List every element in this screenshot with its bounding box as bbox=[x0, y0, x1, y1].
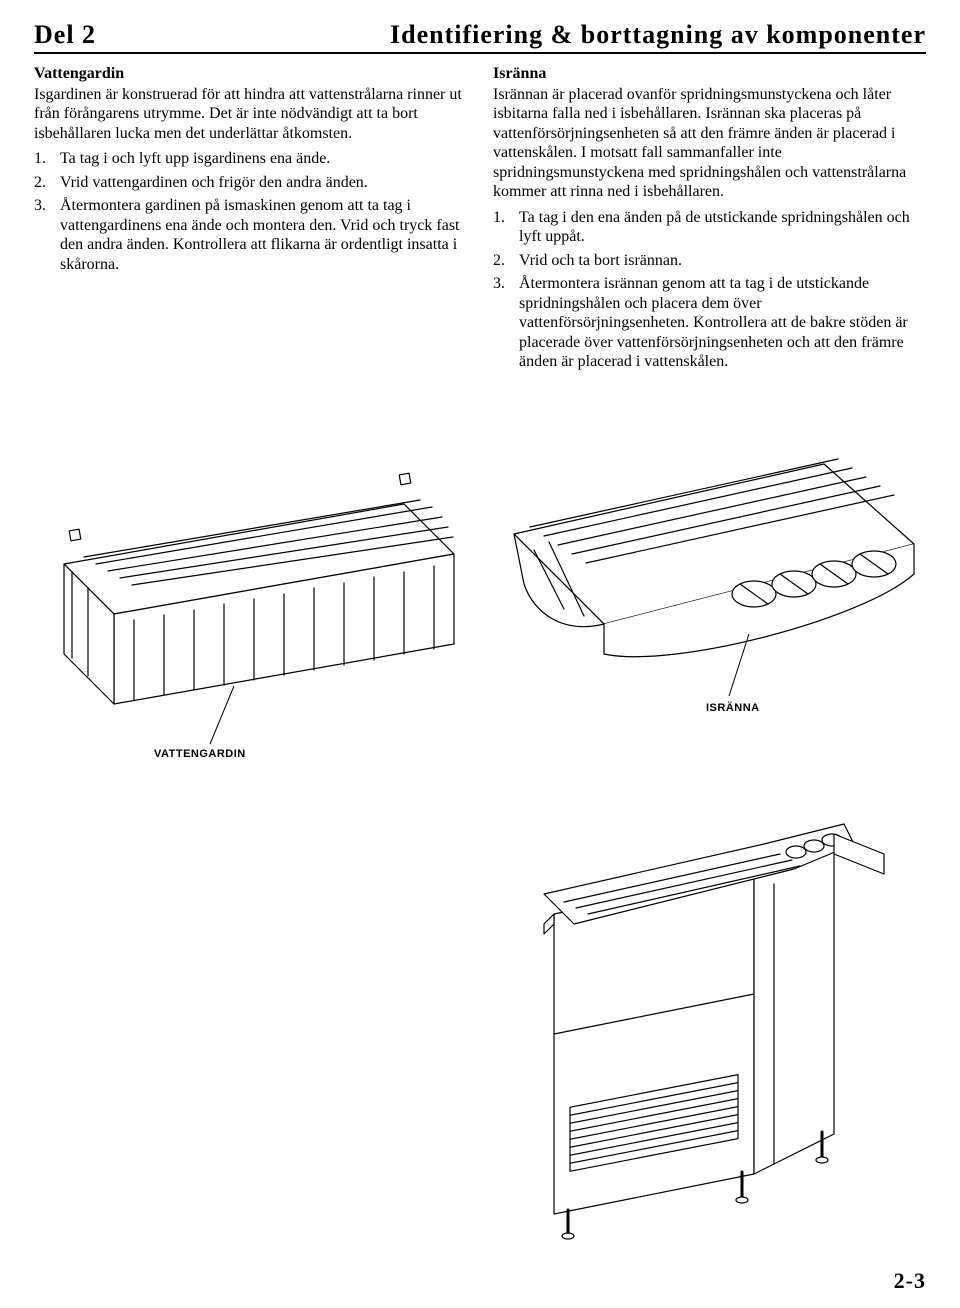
vattengardin-illustration bbox=[34, 444, 474, 754]
figures-area: VATTENGARDIN bbox=[34, 414, 926, 1244]
left-section-intro: Isgardinen är konstruerad för att hindra… bbox=[34, 85, 467, 144]
right-section-intro: Isrännan är placerad ovanför spridningsm… bbox=[493, 85, 926, 202]
page-header: Del 2 Identifiering & borttagning av kom… bbox=[34, 20, 926, 54]
figure-isranna-label: ISRÄNNA bbox=[706, 702, 924, 714]
right-step-3: Återmontera isrännan genom att ta tag i … bbox=[493, 274, 926, 372]
page-number: 2-3 bbox=[894, 1268, 926, 1294]
page: Del 2 Identifiering & borttagning av kom… bbox=[0, 0, 960, 1308]
figure-isranna-top: ISRÄNNA bbox=[494, 424, 924, 714]
left-section-title: Vattengardin bbox=[34, 64, 467, 84]
figure-vattengardin: VATTENGARDIN bbox=[34, 444, 474, 760]
left-step-3: Återmontera gardinen på ismaskinen genom… bbox=[34, 196, 467, 274]
isranna-illustration bbox=[494, 424, 924, 724]
content-columns: Vattengardin Isgardinen är konstruerad f… bbox=[34, 64, 926, 376]
left-step-2: Vrid vattengardinen och frigör den andra… bbox=[34, 173, 467, 193]
left-steps-list: Ta tag i och lyft upp isgardinens ena än… bbox=[34, 149, 467, 274]
figure-ice-machine bbox=[484, 774, 904, 1244]
header-section-right: Identifiering & borttagning av komponent… bbox=[390, 20, 926, 50]
right-step-2: Vrid och ta bort isrännan. bbox=[493, 251, 926, 271]
left-step-1: Ta tag i och lyft upp isgardinens ena än… bbox=[34, 149, 467, 169]
header-section-left: Del 2 bbox=[34, 20, 96, 50]
right-step-1: Ta tag i den ena änden på de utstickande… bbox=[493, 208, 926, 247]
ice-machine-illustration bbox=[484, 774, 904, 1244]
left-column: Vattengardin Isgardinen är konstruerad f… bbox=[34, 64, 467, 376]
right-column: Isränna Isrännan är placerad ovanför spr… bbox=[493, 64, 926, 376]
figure-vattengardin-label: VATTENGARDIN bbox=[154, 748, 474, 760]
right-steps-list: Ta tag i den ena änden på de utstickande… bbox=[493, 208, 926, 372]
right-section-title: Isränna bbox=[493, 64, 926, 84]
